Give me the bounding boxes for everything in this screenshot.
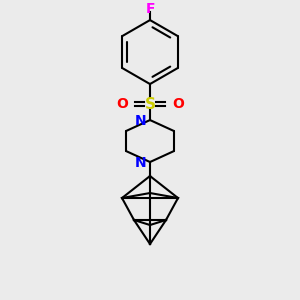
Text: O: O bbox=[116, 97, 128, 111]
Text: N: N bbox=[135, 114, 147, 128]
Text: O: O bbox=[172, 97, 184, 111]
Text: N: N bbox=[135, 156, 147, 170]
Text: S: S bbox=[145, 97, 155, 112]
Text: F: F bbox=[145, 2, 155, 16]
